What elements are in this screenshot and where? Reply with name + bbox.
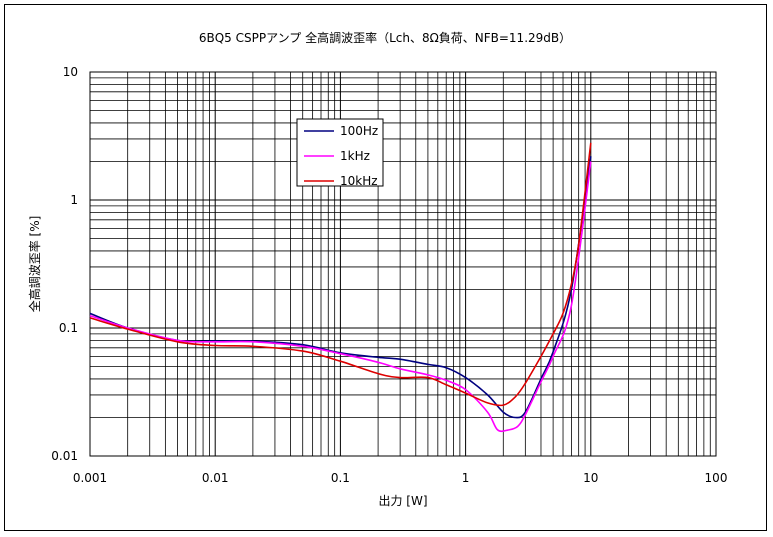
y-tick-label: 10: [63, 65, 78, 79]
series-lines: [89, 142, 592, 433]
x-axis-ticks: 0.001 0.01 0.1 1 10 100: [73, 471, 728, 485]
x-axis-label: 出力 [W]: [378, 494, 427, 508]
plot-area: [89, 71, 717, 457]
y-tick-label: 0.1: [59, 321, 78, 335]
x-tick-label: 0.001: [73, 471, 107, 485]
series-line-1khz: [89, 161, 592, 433]
x-tick-label: 10: [583, 471, 598, 485]
y-axis-label: 全高調波歪率 [%]: [27, 216, 42, 313]
x-tick-label: 0.1: [331, 471, 350, 485]
y-tick-label: 1: [70, 193, 78, 207]
legend-label: 100Hz: [340, 124, 378, 138]
x-tick-label: 0.01: [202, 471, 229, 485]
chart-title: 6BQ5 CSPPアンプ 全高調波歪率（Lch、8Ω負荷、NFB=11.29dB…: [199, 30, 571, 45]
legend-box: [296, 118, 384, 187]
grid: [89, 72, 716, 457]
y-axis-ticks: 0.01 0.1 1 10: [51, 65, 78, 463]
x-tick-label: 1: [462, 471, 470, 485]
y-tick-label: 0.01: [51, 449, 78, 463]
legend-label: 10kHz: [340, 174, 378, 188]
legend: 100Hz 1kHz 10kHz: [296, 118, 384, 188]
series-line-10khz: [89, 142, 592, 407]
x-tick-label: 100: [705, 471, 728, 485]
legend-label: 1kHz: [340, 149, 370, 163]
